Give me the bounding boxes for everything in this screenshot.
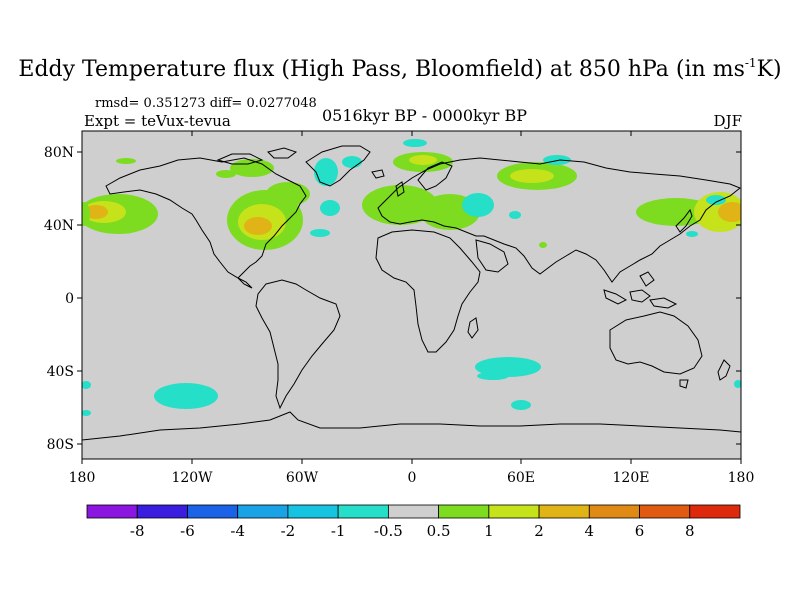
colorbar-swatch <box>438 504 490 519</box>
experiment-label: Expt = teVux-tevua <box>84 112 231 130</box>
lat-label: 80S <box>47 437 74 453</box>
colorbar-label: -4 <box>230 522 245 540</box>
lon-label: 120W <box>171 470 213 486</box>
colorbar <box>86 504 741 519</box>
colorbar-swatch <box>136 504 188 519</box>
colorbar-swatch <box>287 504 339 519</box>
colorbar-label: -6 <box>180 522 195 540</box>
colorbar-swatch <box>337 504 389 519</box>
colorbar-swatch <box>237 504 289 519</box>
coastlines <box>82 145 741 441</box>
lat-label: 40N <box>44 218 74 234</box>
map-title: Eddy Temperature flux (High Pass, Bloomf… <box>18 56 782 82</box>
lon-label: 0 <box>408 470 417 486</box>
colorbar-label: 2 <box>534 522 544 540</box>
latitude-axis <box>77 151 741 445</box>
colorbar-label: 6 <box>635 522 645 540</box>
period-label: 0516kyr BP - 0000kyr BP <box>322 106 527 125</box>
colorbar-swatch <box>538 504 590 519</box>
lon-label: 60E <box>507 470 535 486</box>
colorbar-labels: -8 -6 -4 -2 -1 -0.5 0.5 1 2 4 6 8 <box>130 522 695 540</box>
colorbar-swatch <box>588 504 640 519</box>
colorbar-label: -0.5 <box>374 522 403 540</box>
colorbar-label: 1 <box>484 522 494 540</box>
colorbar-swatch <box>187 504 239 519</box>
lat-label: 0 <box>65 291 74 307</box>
colorbar-label: 4 <box>585 522 595 540</box>
colorbar-swatch <box>639 504 691 519</box>
lon-label: 180 <box>69 470 96 486</box>
season-label: DJF <box>713 112 742 130</box>
colorbar-label: -8 <box>130 522 145 540</box>
colorbar-label: 0.5 <box>427 522 451 540</box>
colorbar-label: -2 <box>281 522 296 540</box>
lon-label: 60W <box>286 470 319 486</box>
colorbar-swatch <box>689 504 741 519</box>
lon-label: 120E <box>613 470 650 486</box>
lat-label: 40S <box>47 364 74 380</box>
lat-label: 80N <box>44 145 74 161</box>
colorbar-swatch <box>387 504 440 519</box>
colorbar-swatch <box>488 504 540 519</box>
anomaly-patches <box>82 139 741 416</box>
longitude-axis <box>81 131 742 464</box>
map-field <box>82 131 741 459</box>
stats-text: rmsd= 0.351273 diff= 0.0277048 <box>95 96 317 111</box>
colorbar-label: -1 <box>331 522 346 540</box>
colorbar-swatch <box>86 504 138 519</box>
lon-label: 180 <box>728 470 755 486</box>
colorbar-label: 8 <box>685 522 695 540</box>
